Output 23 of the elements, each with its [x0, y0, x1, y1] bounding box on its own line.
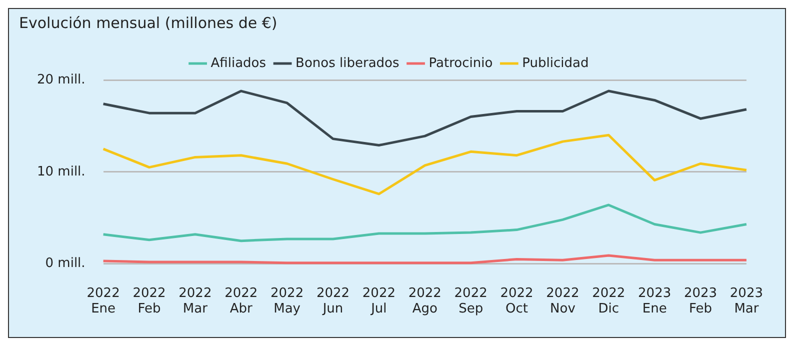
x-tick-label: 2022 Mar	[178, 286, 212, 317]
x-tick-label: 2022 Feb	[132, 286, 166, 317]
y-tick-label: 10 mill.	[36, 164, 86, 180]
y-tick-label: 20 mill.	[36, 72, 86, 88]
x-tick-label: 2022 Ene	[86, 286, 120, 317]
x-tick-label: 2022 Jul	[362, 286, 396, 317]
x-tick-label: 2022 Nov	[546, 286, 580, 317]
x-tick-label: 2022 Ago	[408, 286, 442, 317]
x-tick-label: 2022 May	[270, 286, 304, 317]
x-tick-label: 2023 Feb	[684, 286, 718, 317]
x-tick-label: 2022 Sep	[454, 286, 488, 317]
x-tick-label: 2022 Dic	[592, 286, 626, 317]
legend-label: Afiliados	[210, 56, 266, 71]
x-tick-label: 2023 Mar	[730, 286, 764, 317]
legend-label: Publicidad	[522, 56, 589, 71]
x-tick-label: 2022 Jun	[316, 286, 350, 317]
x-tick-label: 2023 Ene	[638, 286, 672, 317]
x-tick-label: 2022 Oct	[500, 286, 534, 317]
legend-label: Bonos liberados	[296, 56, 400, 71]
legend-label: Patrocinio	[428, 56, 493, 71]
x-tick-label: 2022 Abr	[224, 286, 258, 317]
y-tick-label: 0 mill.	[45, 256, 86, 272]
chart-title: Evolución mensual (millones de €)	[19, 14, 278, 32]
